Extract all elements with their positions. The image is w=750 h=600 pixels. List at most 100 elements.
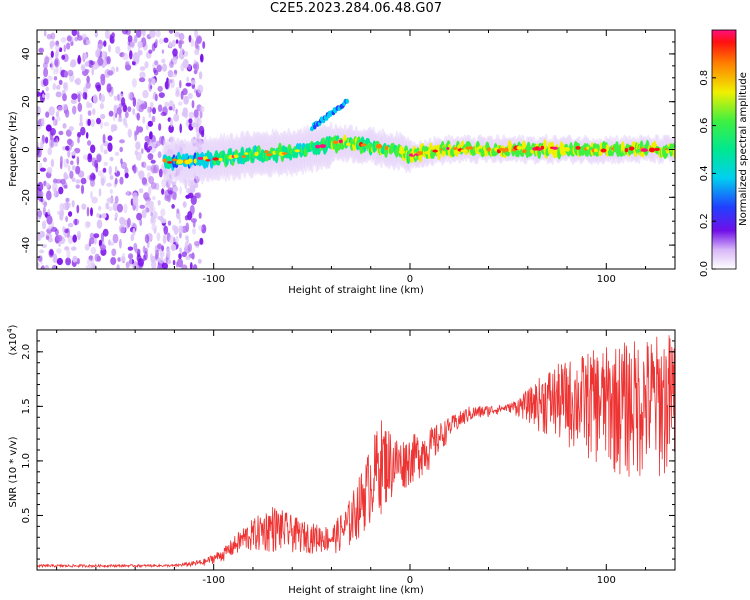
noise-blob bbox=[142, 89, 149, 99]
noise-blob bbox=[152, 141, 156, 148]
noise-blob bbox=[139, 127, 143, 133]
noise-blob bbox=[100, 144, 104, 153]
core-blob bbox=[167, 161, 173, 164]
noise-blob bbox=[119, 146, 123, 153]
noise-blob bbox=[66, 35, 72, 42]
noise-blob bbox=[116, 107, 122, 115]
noise-blob bbox=[147, 120, 153, 127]
noise-blob bbox=[167, 220, 172, 226]
x-tick-label: -100 bbox=[202, 575, 225, 586]
noise-blob bbox=[161, 49, 165, 54]
noise-blob bbox=[158, 257, 164, 264]
noise-blob bbox=[84, 243, 90, 251]
noise-blob bbox=[179, 186, 182, 195]
noise-blob bbox=[152, 107, 156, 115]
noise-blob bbox=[57, 105, 63, 112]
noise-blob bbox=[45, 136, 49, 144]
noise-blob bbox=[47, 225, 53, 231]
noise-blob bbox=[38, 47, 44, 53]
core-blob bbox=[613, 146, 620, 151]
noise-blob bbox=[71, 93, 78, 100]
noise-blob bbox=[172, 260, 176, 266]
noise-blob bbox=[96, 43, 103, 50]
noise-blob bbox=[148, 78, 152, 83]
noise-blob bbox=[90, 60, 95, 66]
noise-blob bbox=[75, 184, 81, 189]
core-blob bbox=[281, 152, 288, 155]
noise-blob bbox=[178, 40, 183, 49]
noise-blob bbox=[99, 244, 106, 251]
noise-blob bbox=[63, 174, 69, 180]
noise-blob bbox=[80, 177, 87, 185]
noise-blob bbox=[194, 48, 200, 56]
noise-blob bbox=[47, 237, 54, 243]
noise-blob bbox=[99, 214, 102, 219]
noise-blob bbox=[45, 111, 50, 118]
noise-blob bbox=[172, 48, 178, 57]
noise-blob bbox=[195, 192, 202, 199]
noise-blob bbox=[135, 30, 142, 38]
noise-blob bbox=[158, 123, 162, 131]
snr-line bbox=[37, 335, 675, 569]
noise-blob bbox=[77, 170, 85, 178]
noise-blob bbox=[65, 129, 72, 137]
noise-blob bbox=[56, 234, 63, 242]
core-blob bbox=[565, 147, 570, 152]
noise-blob bbox=[125, 261, 130, 269]
noise-blob bbox=[85, 265, 92, 269]
noise-blob bbox=[138, 188, 144, 194]
noise-blob bbox=[103, 161, 108, 166]
noise-blob bbox=[51, 265, 58, 269]
noise-blob bbox=[181, 251, 187, 258]
core-blob bbox=[346, 142, 351, 147]
noise-blob bbox=[77, 132, 81, 138]
noise-blob bbox=[151, 224, 158, 231]
noise-blob bbox=[58, 130, 64, 136]
x-tick-label: 100 bbox=[597, 274, 616, 285]
noise-blob bbox=[84, 61, 90, 67]
noise-blob bbox=[190, 38, 195, 47]
core-blob bbox=[424, 151, 431, 155]
noise-blob bbox=[123, 203, 128, 214]
noise-blob bbox=[51, 116, 55, 121]
noise-blob bbox=[132, 164, 137, 174]
noise-blob bbox=[189, 262, 193, 269]
noise-blob bbox=[42, 206, 46, 216]
noise-blob bbox=[197, 37, 202, 45]
noise-blob bbox=[61, 103, 68, 111]
noise-blob bbox=[139, 71, 146, 79]
noise-blob bbox=[94, 159, 99, 169]
noise-blob bbox=[178, 253, 182, 260]
noise-blob bbox=[103, 149, 108, 155]
noise-blob bbox=[142, 116, 146, 124]
noise-blob bbox=[62, 146, 67, 151]
noise-blob bbox=[70, 98, 77, 104]
noise-blob bbox=[55, 84, 61, 90]
noise-blob bbox=[71, 150, 77, 156]
noise-blob bbox=[172, 103, 176, 112]
noise-blob bbox=[44, 264, 50, 269]
noise-blob bbox=[79, 121, 84, 127]
snr-y-label: SNR (10 * v/v) bbox=[8, 436, 19, 507]
noise-blob bbox=[171, 39, 176, 47]
noise-blob bbox=[66, 42, 71, 50]
core-blob bbox=[264, 150, 270, 154]
noise-blob bbox=[64, 70, 68, 78]
noise-blob bbox=[184, 50, 188, 57]
noise-blob bbox=[160, 218, 167, 224]
noise-blob bbox=[157, 200, 161, 206]
noise-blob bbox=[121, 97, 126, 106]
core-blob bbox=[294, 149, 300, 153]
noise-blob bbox=[157, 243, 162, 250]
noise-blob bbox=[120, 158, 123, 165]
noise-blob bbox=[148, 176, 155, 184]
noise-blob bbox=[62, 93, 67, 102]
noise-blob bbox=[191, 122, 197, 128]
noise-blob bbox=[178, 32, 185, 41]
noise-blob bbox=[67, 148, 71, 158]
core-blob bbox=[463, 149, 468, 153]
noise-blob bbox=[186, 76, 190, 83]
noise-blob bbox=[46, 215, 53, 225]
noise-blob bbox=[179, 247, 182, 253]
